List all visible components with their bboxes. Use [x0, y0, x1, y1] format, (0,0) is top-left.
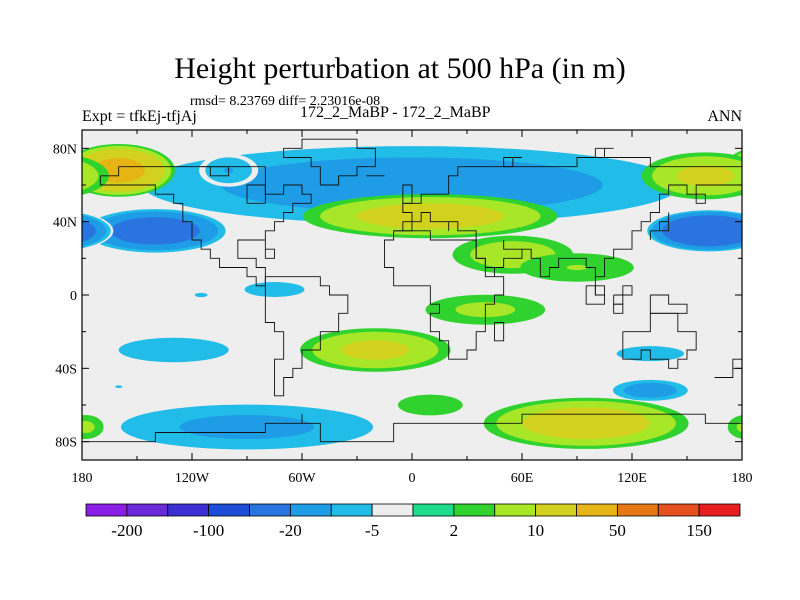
rmsd-diff-stats: rmsd= 8.23769 diff= 2.23016e-08 — [190, 94, 381, 109]
anomaly-1-level — [733, 157, 742, 183]
colorbar-box — [616, 503, 659, 517]
coastline-18 — [264, 248, 275, 259]
coastline-19 — [594, 147, 614, 158]
x-tick-label: 120W — [175, 471, 210, 486]
anomaly-9-level — [244, 282, 305, 297]
colorbar: -200 -100 -20 -5 2 10 50 150 — [85, 503, 741, 540]
colorbar-box — [249, 503, 291, 517]
season-label: ANN — [707, 108, 742, 125]
colorbar-box — [494, 503, 537, 517]
coastline-12 — [585, 285, 605, 305]
anomaly-8-level — [566, 264, 588, 271]
colorbar-label: 150 — [686, 521, 712, 540]
anomaly-19-level — [397, 394, 463, 416]
y-tick-label: 80S — [55, 436, 77, 451]
anomaly-3-level — [740, 226, 742, 235]
colorbar-box — [535, 503, 577, 517]
x-tick-label: 180 — [72, 471, 93, 486]
colorbar-box — [126, 503, 169, 517]
anomaly-2-level — [676, 165, 734, 187]
anomaly-20-level — [736, 421, 742, 433]
coastline-6 — [283, 138, 376, 186]
coastline-8 — [402, 184, 413, 204]
colorbar-box — [698, 503, 741, 517]
colorbar-label: -20 — [279, 521, 302, 540]
anomaly-3-level — [110, 217, 200, 245]
colorbar-box — [453, 503, 496, 517]
x-tick-label: 120E — [617, 471, 647, 486]
coastline-3 — [384, 230, 505, 360]
anomaly-17-level — [179, 415, 315, 439]
x-tick-label: 0 — [409, 471, 416, 486]
y-tick-label: 0 — [70, 289, 77, 304]
anomaly-16-level — [522, 407, 650, 440]
case-label: 172_2_MaBP - 172_2_MaBP — [300, 104, 491, 121]
coastline-14 — [613, 285, 633, 305]
coastlines — [82, 138, 742, 443]
colorbar-label: -100 — [193, 521, 224, 540]
colorbar-box — [657, 503, 700, 517]
anomaly-11-level — [341, 340, 410, 360]
colorbar-label: -5 — [365, 521, 379, 540]
anomaly-10-level — [194, 292, 208, 298]
coastline-5 — [82, 413, 742, 443]
coastline-10 — [201, 166, 230, 177]
colorbar-box — [330, 503, 373, 517]
colorbar-label: 10 — [527, 521, 544, 540]
x-tick-label: 60W — [288, 471, 316, 486]
colorbar-label: -200 — [111, 521, 142, 540]
anomaly-18-level — [115, 385, 123, 388]
colorbar-box — [371, 503, 414, 517]
anomaly-4-level — [82, 219, 96, 242]
chart-title: Height perturbation at 500 hPa (in m) — [174, 52, 626, 85]
anomaly-15-level — [623, 382, 677, 398]
anomaly-20-level — [727, 415, 742, 439]
coastline-1 — [264, 276, 349, 397]
anomaly-13-level — [118, 337, 229, 363]
colorbar-box — [576, 503, 618, 517]
experiment-label: Expt = tfkEj-tfjAj — [82, 108, 197, 125]
colorbar-box — [85, 503, 128, 517]
anomaly-4-level — [662, 215, 742, 247]
coastline-0 — [99, 166, 312, 287]
x-tick-label: 180 — [732, 471, 753, 486]
coastline-15 — [649, 294, 688, 314]
colorbar-box — [208, 503, 250, 517]
y-tick-label: 80N — [53, 142, 77, 157]
colorbar-box — [289, 503, 332, 517]
colorbar-label: 50 — [609, 521, 626, 540]
colorbar-box — [167, 503, 210, 517]
coastline-17 — [714, 358, 742, 378]
x-tick-label: 60E — [511, 471, 534, 486]
colorbar-box — [412, 503, 455, 517]
coastline-9 — [649, 212, 670, 240]
coastline-16 — [494, 322, 505, 342]
axes: 180 120W 60W 0 60E 120E 180 80N 40N 0 40S 80S — [53, 130, 753, 486]
y-tick-label: 40N — [53, 216, 77, 231]
colorbar-label: 2 — [450, 521, 459, 540]
coastline-20 — [503, 157, 522, 168]
coastline-11 — [246, 184, 266, 204]
anomaly-20-level — [82, 421, 95, 433]
contour-field — [82, 130, 742, 460]
y-tick-label: 40S — [55, 362, 77, 377]
anomaly-2-level — [82, 161, 99, 191]
